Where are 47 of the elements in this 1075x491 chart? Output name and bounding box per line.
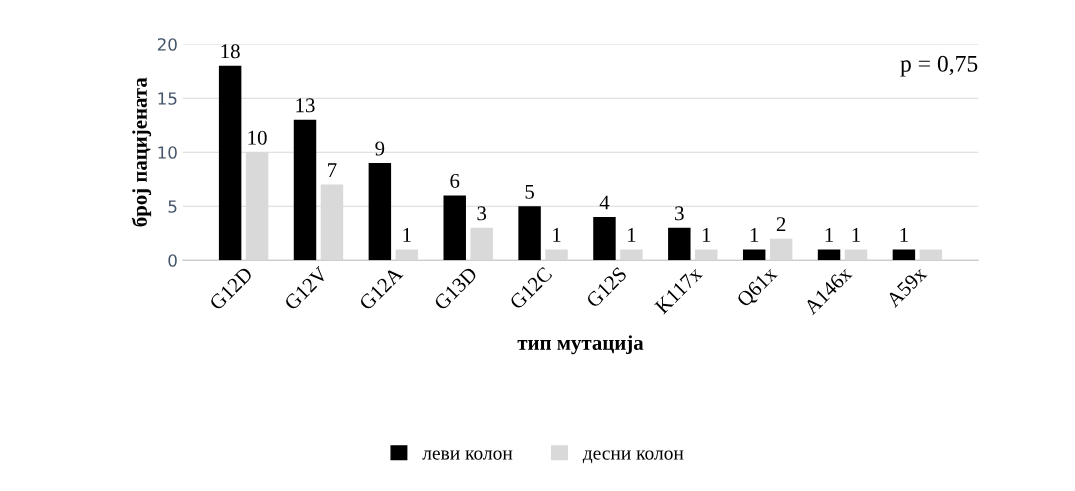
bar (769, 238, 793, 261)
data-label: 13 (296, 98, 315, 113)
bar (395, 249, 419, 261)
legend-label: десни колон (582, 450, 684, 464)
bar (218, 65, 242, 261)
data-label: 1 (702, 228, 711, 242)
y-tick-label: 10 (158, 146, 177, 159)
data-label: 4 (599, 195, 610, 210)
y-tick-label: 0 (168, 254, 177, 267)
data-label: 6 (450, 173, 460, 188)
bar (545, 249, 568, 261)
data-label: 9 (375, 141, 385, 156)
legend-label: леви колон (422, 450, 513, 460)
data-label: 7 (328, 163, 337, 177)
data-label: 1 (403, 228, 411, 242)
bar (817, 249, 841, 261)
bar (620, 249, 643, 261)
data-label: 1 (553, 228, 561, 242)
data-label: 1 (900, 228, 908, 242)
data-label: 1 (628, 228, 636, 242)
data-label: 10 (248, 130, 267, 145)
data-label: 3 (477, 206, 487, 221)
bar (368, 163, 392, 261)
y-axis-title: број пацијената (131, 77, 152, 227)
data-label: 1 (852, 228, 860, 242)
bar (892, 249, 916, 261)
data-label: 1 (825, 228, 834, 242)
bar (593, 217, 616, 261)
annotation: p = 0,75 (900, 55, 978, 77)
bar (844, 249, 868, 261)
data-label: 5 (525, 184, 534, 199)
bar (668, 227, 691, 261)
data-label: 3 (675, 206, 684, 221)
data-label: 1 (750, 228, 759, 242)
bar (518, 206, 541, 261)
bar (293, 119, 317, 261)
y-tick-label: 20 (157, 38, 177, 51)
y-tick-label: 15 (158, 92, 177, 105)
bar (443, 195, 466, 261)
y-tick-label: 5 (168, 200, 177, 213)
bar (742, 249, 766, 261)
x-axis-title: тип мутација (517, 335, 644, 355)
bar (470, 227, 493, 261)
data-label: 18 (221, 44, 240, 59)
data-label: 2 (776, 217, 786, 231)
bar (695, 249, 718, 261)
bar (919, 249, 943, 261)
